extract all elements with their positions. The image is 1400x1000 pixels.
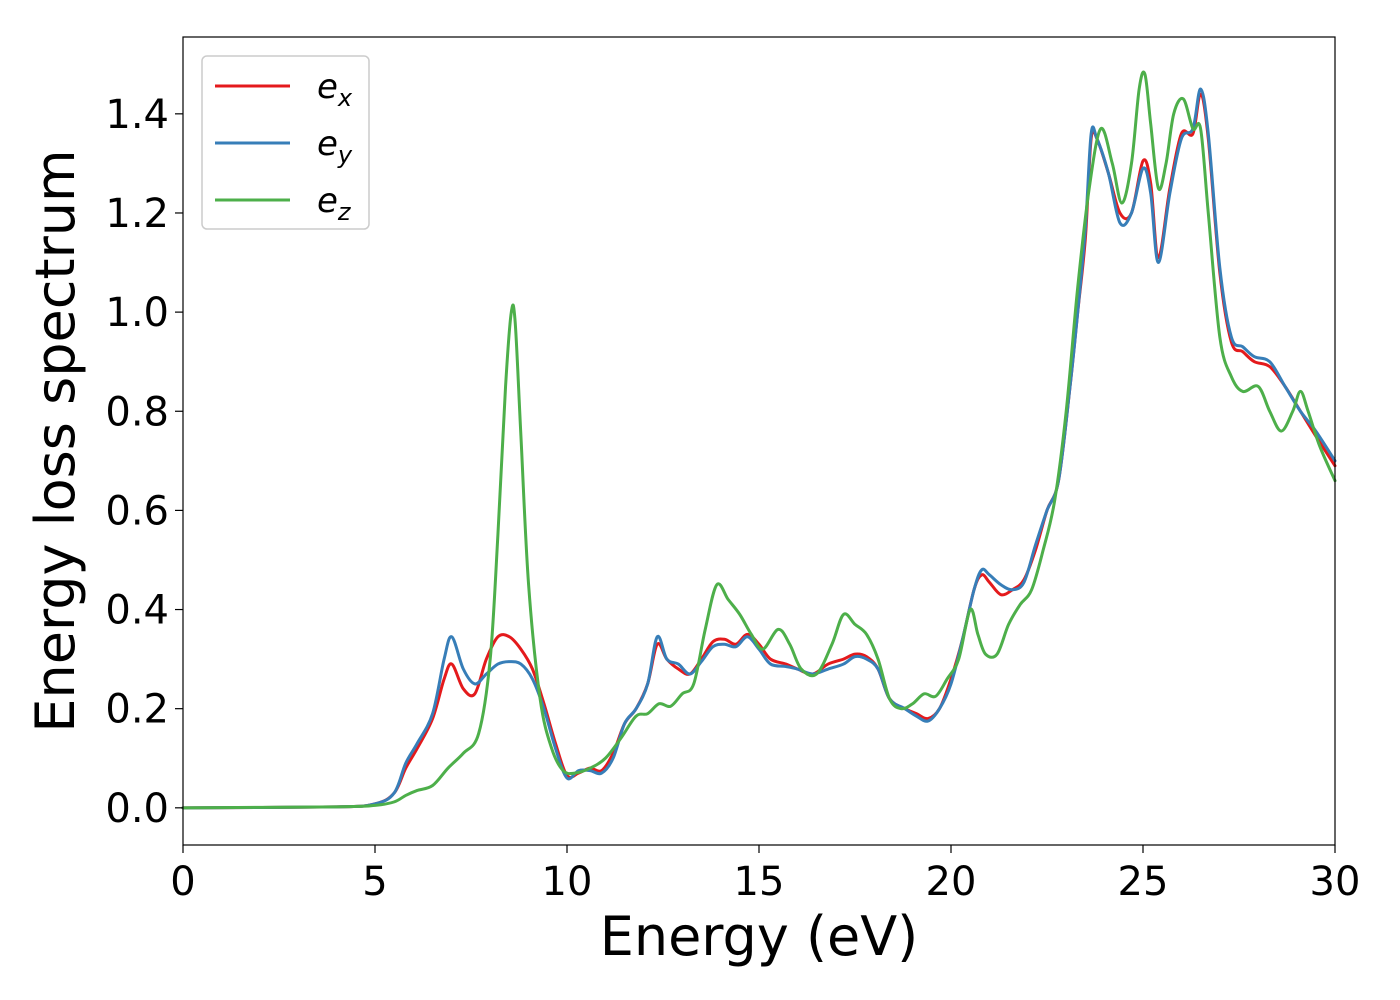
y-tick-label: 1.2 — [105, 191, 169, 237]
y-tick-label: 0.8 — [105, 389, 169, 435]
y-tick-label: 0.6 — [105, 488, 169, 534]
legend-label-base: e — [317, 124, 338, 164]
x-tick-label: 30 — [1310, 859, 1361, 905]
series-line-ez — [181, 70, 1337, 810]
y-tick-label: 1.0 — [105, 290, 169, 336]
legend-label-ex: ex — [317, 67, 353, 112]
legend-label-ey: ey — [317, 124, 353, 169]
y-axis-label: Energy loss spectrum — [24, 149, 87, 732]
y-tick-label: 0.4 — [105, 588, 169, 634]
y-tick-label: 1.4 — [105, 92, 169, 138]
x-axis-label: Energy (eV) — [600, 905, 919, 968]
y-tick-label: 0.2 — [105, 687, 169, 733]
y-axis: 0.0 0.2 0.4 0.6 0.8 1.0 1.2 1.4 — [105, 92, 183, 832]
x-tick-label: 20 — [926, 859, 977, 905]
x-axis: 0 5 10 15 20 25 30 — [170, 845, 1360, 905]
series-line-ex — [181, 92, 1337, 810]
legend-label-base: e — [317, 67, 338, 107]
x-tick-label: 0 — [170, 859, 195, 905]
x-tick-label: 15 — [734, 859, 785, 905]
x-tick-label: 5 — [362, 859, 387, 905]
series-line-ey — [181, 87, 1337, 810]
y-tick-label: 0.0 — [105, 786, 169, 832]
legend-label-ez: ez — [317, 181, 352, 226]
legend-label-subscript: y — [337, 141, 353, 169]
legend-label-subscript: z — [337, 198, 352, 226]
legend-label-subscript: x — [337, 84, 353, 112]
legend-label-base: e — [317, 181, 338, 221]
plot-lines — [181, 70, 1337, 810]
x-tick-label: 10 — [542, 859, 593, 905]
x-tick-label: 25 — [1118, 859, 1169, 905]
